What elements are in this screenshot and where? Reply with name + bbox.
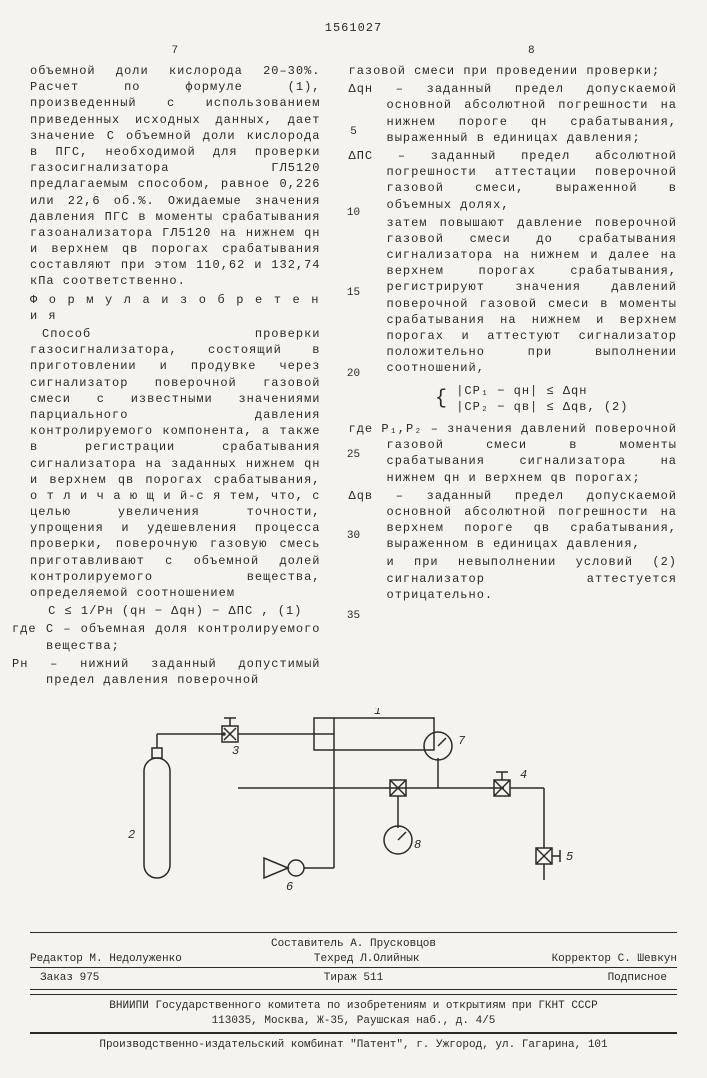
diagram-label-5: 5 xyxy=(566,850,573,864)
formula-header: Ф о р м у л а и з о б р е т е н и я xyxy=(30,292,321,324)
tirage: Тираж 511 xyxy=(324,971,383,986)
techred: Техред Л.Олийнык xyxy=(314,952,420,967)
diagram-label-6: 6 xyxy=(286,880,293,894)
eqn2b: |CP₂ − qв| ≤ Δqв, (2) xyxy=(456,400,628,414)
diagram-label-2: 2 xyxy=(128,828,135,842)
editor: Редактор М. Недолуженко xyxy=(30,952,182,967)
diagram-label-1: 1 xyxy=(374,708,381,718)
cont-pn: газовой смеси при проведении проверки; xyxy=(387,63,678,79)
line-marker: 10 xyxy=(345,206,363,287)
diagram-label-3: 3 xyxy=(232,744,239,758)
equation-2: { |CP₁ − qн| ≤ Δqн |CP₂ − qв| ≤ Δqв, (2) xyxy=(387,383,678,415)
page: 1561027 7 объемной доли кислорода 20–30%… xyxy=(0,0,707,1078)
line-marker: 30 xyxy=(345,529,363,610)
right-para3: затем повышают давление поверочной газов… xyxy=(387,215,678,377)
diagram-label-8: 8 xyxy=(414,838,421,852)
def-dqv: Δqв – заданный предел допускаемой основн… xyxy=(387,488,678,553)
eqn2a: |CP₁ − qн| ≤ Δqн xyxy=(456,384,587,398)
def-dps: ΔПС – заданный предел абсолютной погрешн… xyxy=(387,148,678,213)
print-house: Производственно-издательский комбинат "П… xyxy=(30,1033,677,1053)
right-column: 8 газовой смеси при проведении проверки;… xyxy=(387,44,678,690)
left-page-number: 7 xyxy=(30,44,321,59)
line-marker: 5 xyxy=(345,125,363,206)
subscription: Подписное xyxy=(608,971,667,986)
left-para1: объемной доли кислорода 20–30%. Расчет п… xyxy=(30,63,321,290)
schematic-diagram: 1 2 3 4 5 6 7 8 xyxy=(74,708,634,918)
def-p12: где P₁,P₂ – значения давлений поверочной… xyxy=(387,421,678,486)
corrector: Корректор С. Шевкун xyxy=(552,952,677,967)
footer: Составитель А. Прусковцов Редактор М. Не… xyxy=(30,932,677,1053)
equation-1: C ≤ 1/Pн (qн − Δqн) − ΔПС , (1) xyxy=(30,603,321,619)
columns: 7 объемной доли кислорода 20–30%. Расчет… xyxy=(30,44,677,690)
compositor: Составитель А. Прусковцов xyxy=(30,937,677,952)
right-page-number: 8 xyxy=(387,44,678,59)
line-marker: 15 xyxy=(345,286,363,367)
patent-number: 1561027 xyxy=(30,20,677,36)
order-number: Заказ 975 xyxy=(40,971,99,986)
def-pn: Pн – нижний заданный допустимый предел д… xyxy=(30,656,321,688)
def-dqn: Δqн – заданный предел допускаемой основн… xyxy=(387,81,678,146)
diagram-label-7: 7 xyxy=(458,734,466,748)
left-para2: Способ проверки газосигнализатора, состо… xyxy=(30,326,321,601)
line-number-gutter: 5 10 15 20 25 30 35 xyxy=(345,44,363,690)
left-column: 7 объемной доли кислорода 20–30%. Расчет… xyxy=(30,44,321,690)
right-para4: и при невыполнении условий (2) сигнализа… xyxy=(387,554,678,603)
def-c: где C – объемная доля контролируемого ве… xyxy=(30,621,321,653)
diagram-label-4: 4 xyxy=(520,768,527,782)
line-marker: 35 xyxy=(345,609,363,690)
